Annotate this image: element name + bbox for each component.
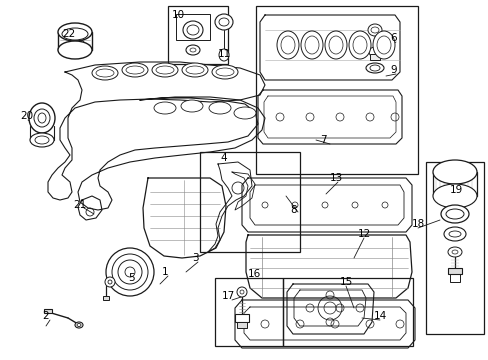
Ellipse shape — [181, 100, 203, 112]
Bar — [176, 14, 209, 40]
Bar — [235, 314, 248, 322]
Bar — [103, 296, 109, 300]
Text: 16: 16 — [247, 269, 261, 279]
Ellipse shape — [152, 63, 178, 77]
Ellipse shape — [234, 107, 256, 119]
Ellipse shape — [447, 247, 461, 257]
Circle shape — [237, 287, 246, 297]
Ellipse shape — [182, 63, 207, 77]
Text: 19: 19 — [449, 185, 462, 195]
Text: 2: 2 — [42, 311, 48, 321]
Ellipse shape — [367, 24, 381, 36]
Bar — [425, 162, 483, 334]
Bar — [449, 274, 459, 282]
Text: 20: 20 — [20, 111, 33, 121]
Text: 13: 13 — [329, 173, 343, 183]
Text: 5: 5 — [128, 273, 134, 283]
Bar — [256, 6, 417, 174]
Ellipse shape — [58, 41, 92, 59]
Ellipse shape — [183, 21, 203, 39]
Text: 6: 6 — [389, 33, 396, 43]
Ellipse shape — [276, 31, 298, 59]
Text: 8: 8 — [289, 205, 296, 215]
Text: 3: 3 — [192, 253, 198, 263]
Bar — [200, 152, 299, 252]
Ellipse shape — [92, 66, 118, 80]
Text: 9: 9 — [389, 65, 396, 75]
Ellipse shape — [154, 102, 176, 114]
Ellipse shape — [212, 65, 238, 79]
Bar — [447, 268, 461, 274]
Ellipse shape — [372, 31, 394, 59]
Text: 17: 17 — [222, 291, 235, 301]
Text: 1: 1 — [162, 267, 168, 277]
Ellipse shape — [368, 47, 380, 57]
Circle shape — [105, 277, 115, 287]
Ellipse shape — [443, 227, 465, 241]
Text: 7: 7 — [319, 135, 326, 145]
Ellipse shape — [432, 184, 476, 208]
Bar — [283, 278, 412, 346]
Bar — [369, 54, 379, 60]
Ellipse shape — [30, 133, 54, 147]
Text: 21: 21 — [73, 200, 86, 210]
Ellipse shape — [208, 102, 230, 114]
Ellipse shape — [215, 14, 232, 30]
Ellipse shape — [185, 45, 200, 55]
Ellipse shape — [58, 23, 92, 41]
Text: 12: 12 — [357, 229, 370, 239]
Bar — [215, 278, 283, 346]
Ellipse shape — [301, 31, 323, 59]
Ellipse shape — [219, 49, 228, 61]
Ellipse shape — [122, 63, 148, 77]
Ellipse shape — [75, 322, 83, 328]
Ellipse shape — [440, 205, 468, 223]
Ellipse shape — [432, 160, 476, 184]
Text: 18: 18 — [411, 219, 425, 229]
Text: 10: 10 — [172, 10, 185, 20]
Bar — [44, 309, 52, 313]
Text: 15: 15 — [339, 277, 352, 287]
Ellipse shape — [325, 31, 346, 59]
Text: 4: 4 — [220, 153, 226, 163]
Circle shape — [106, 248, 154, 296]
Bar — [237, 322, 246, 328]
Ellipse shape — [29, 103, 55, 133]
Text: 11: 11 — [218, 49, 231, 59]
Text: 22: 22 — [62, 29, 75, 39]
Bar — [168, 6, 227, 64]
Ellipse shape — [348, 31, 370, 59]
Ellipse shape — [365, 63, 383, 73]
Text: 14: 14 — [373, 311, 386, 321]
